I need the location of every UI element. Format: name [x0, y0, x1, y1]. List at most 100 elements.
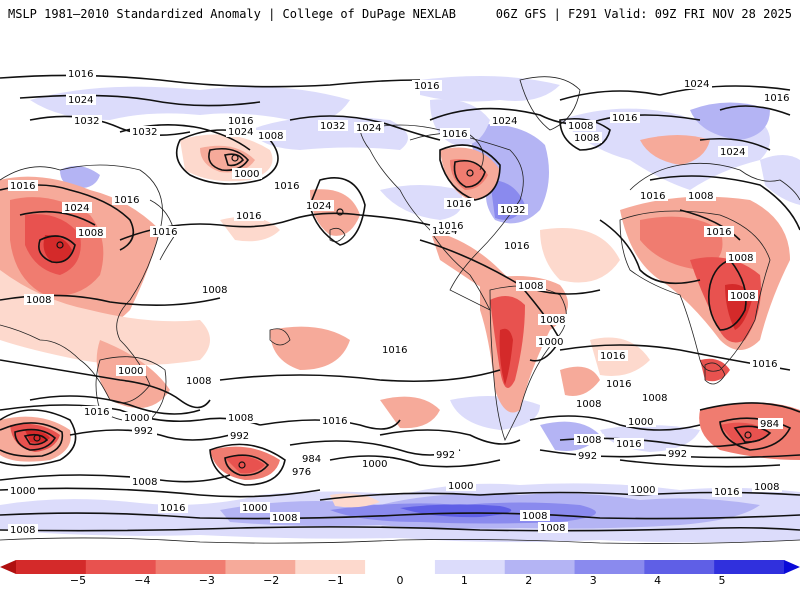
svg-text:1032: 1032	[500, 205, 525, 216]
svg-text:1008: 1008	[754, 482, 779, 493]
isobar-label: 1008	[130, 476, 160, 488]
svg-text:1008: 1008	[576, 435, 601, 446]
isobar-label: 1008	[572, 132, 602, 144]
isobar-label: 1008	[538, 522, 568, 534]
svg-text:992: 992	[134, 426, 153, 437]
isobar-label: 1008	[226, 412, 256, 424]
isobar-label: 1000	[116, 365, 146, 377]
colorbar-cell	[434, 560, 506, 574]
svg-text:1008: 1008	[10, 525, 35, 536]
isobar-label: 1016	[762, 92, 792, 104]
map-canvas: 1016 1024 1032 1032 1016 1024 1016 1008 …	[0, 40, 800, 560]
svg-text:1016: 1016	[706, 227, 731, 238]
svg-text:1032: 1032	[132, 127, 157, 138]
isobar-label: 1032	[498, 204, 528, 216]
isobar-label: 1016	[502, 240, 532, 252]
svg-text:1016: 1016	[640, 191, 665, 202]
colorbar-cell	[504, 560, 576, 574]
svg-text:1024: 1024	[432, 226, 457, 237]
svg-text:1032: 1032	[320, 121, 345, 132]
svg-text:1024: 1024	[356, 123, 381, 134]
svg-text:1008: 1008	[642, 393, 667, 404]
isobar-label: 1008	[574, 434, 604, 446]
svg-text:1008: 1008	[258, 131, 283, 142]
isobar-label: 1016	[610, 112, 640, 124]
colorbar-tick-label: −2	[263, 574, 280, 587]
svg-text:1016: 1016	[382, 345, 407, 356]
isobar-label: 1008	[728, 290, 758, 302]
isobar-label: 1008	[516, 280, 546, 292]
svg-text:984: 984	[302, 454, 321, 465]
svg-text:984: 984	[760, 419, 779, 430]
colorbar-tick-label: 2	[525, 574, 533, 587]
weather-map[interactable]: 1016 1024 1032 1032 1016 1024 1016 1008 …	[0, 40, 800, 560]
colorbar-tick-label: 1	[460, 574, 468, 587]
isobar-label: 1000	[232, 168, 262, 180]
isobar-label: 1016	[320, 415, 350, 427]
svg-text:1008: 1008	[518, 281, 543, 292]
colorbar-tick-label: −1	[327, 574, 344, 587]
svg-text:1016: 1016	[10, 181, 35, 192]
isobar-label: 992	[576, 450, 601, 462]
isobar-label: 1016	[712, 486, 742, 498]
svg-text:1008: 1008	[574, 133, 599, 144]
svg-text:1000: 1000	[630, 485, 655, 496]
svg-text:1016: 1016	[714, 487, 739, 498]
svg-text:1016: 1016	[438, 221, 463, 232]
isobar-label: 984	[300, 453, 325, 465]
colorbar-cell	[365, 560, 436, 574]
svg-text:1008: 1008	[132, 477, 157, 488]
svg-text:1000: 1000	[448, 481, 473, 492]
svg-text:1008: 1008	[576, 399, 601, 410]
isobar-label: 1000	[8, 485, 38, 497]
svg-text:1024: 1024	[68, 95, 93, 106]
isobar-label: 1000	[360, 458, 390, 470]
model-run-info: 06Z GFS | F291 Valid: 09Z FRI NOV 28 202…	[495, 7, 792, 21]
svg-text:1000: 1000	[124, 413, 149, 424]
isobar-label: 992	[666, 448, 691, 460]
colorbar-right-arrow	[784, 560, 800, 574]
colorbar-tick-label: −3	[198, 574, 215, 587]
svg-text:1008: 1008	[688, 191, 713, 202]
svg-text:1016: 1016	[84, 407, 109, 418]
colorbar-cell	[295, 560, 366, 574]
isobar-label: 1008	[76, 227, 106, 239]
svg-text:1008: 1008	[202, 285, 227, 296]
svg-text:1016: 1016	[114, 195, 139, 206]
isobar-label: 1008	[24, 294, 54, 306]
header: MSLP 1981–2010 Standardized Anomaly | Co…	[0, 0, 800, 40]
svg-text:1024: 1024	[64, 203, 89, 214]
colorbar-tick-label: 4	[654, 574, 662, 587]
svg-text:1000: 1000	[362, 459, 387, 470]
isobar-label: 1016	[638, 190, 668, 202]
svg-text:992: 992	[230, 431, 249, 442]
svg-text:1016: 1016	[68, 69, 93, 80]
isobar-label: 1016	[412, 80, 442, 92]
isobar-label: 1008	[640, 392, 670, 404]
isobar-label: 1016	[226, 115, 256, 127]
isobar-label: 1008	[686, 190, 716, 202]
svg-text:1016: 1016	[616, 439, 641, 450]
svg-text:1008: 1008	[540, 315, 565, 326]
isobar-label: 1008	[574, 398, 604, 410]
isobar-label: 1016	[82, 406, 112, 418]
svg-text:1024: 1024	[228, 127, 253, 138]
isobar-label: 1008	[200, 284, 230, 296]
colorbar-tick-label: 3	[589, 574, 597, 587]
colorbar-cell	[225, 560, 296, 574]
isobar-label: 1024	[354, 122, 384, 134]
isobar-label: 1000	[122, 412, 152, 424]
svg-text:1016: 1016	[504, 241, 529, 252]
svg-text:1008: 1008	[272, 513, 297, 524]
isobar-label: 1016	[112, 194, 142, 206]
svg-text:1016: 1016	[152, 227, 177, 238]
isobar-label: 984	[758, 418, 783, 430]
isobar-label: 1016	[614, 438, 644, 450]
isobar-label: 1032	[318, 120, 348, 132]
svg-text:1016: 1016	[236, 211, 261, 222]
isobar-label: 1008	[256, 130, 286, 142]
svg-text:1008: 1008	[568, 121, 593, 132]
isobar-label: 976	[290, 466, 315, 478]
isobar-label: 1032	[72, 115, 102, 127]
isobar-label: 1016	[380, 344, 410, 356]
